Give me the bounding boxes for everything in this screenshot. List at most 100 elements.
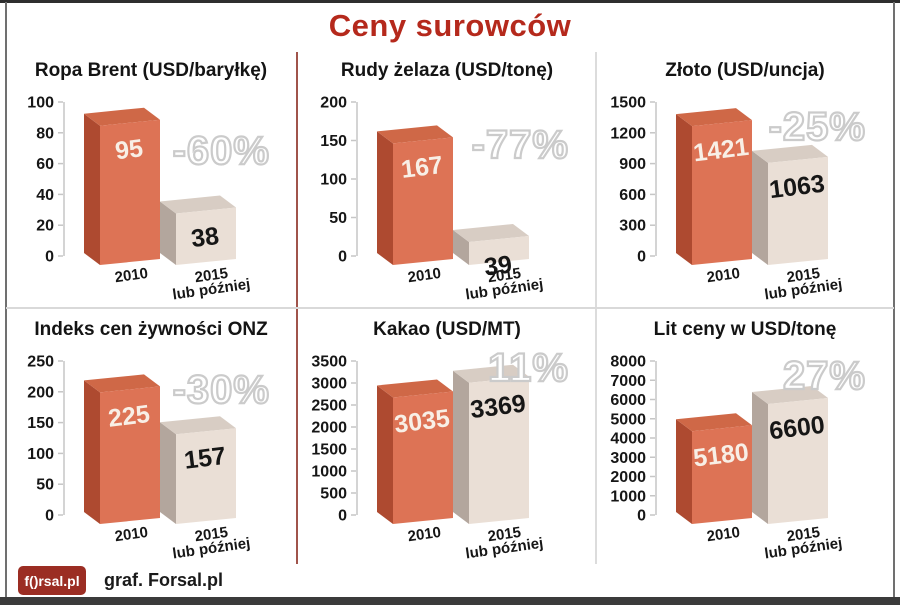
chart-ropa-brent: 0 20 40 60 80 100 95 38 2010 2015 lub później [14, 86, 296, 309]
bar-side-face [676, 114, 692, 266]
panel-ropa-brent: Ropa Brent (USD/baryłkę) 0 20 40 60 80 100 95 3… [6, 50, 296, 306]
left-border [5, 2, 7, 597]
graphic-credit: graf. Forsal.pl [104, 570, 224, 590]
change-percent: -77% [471, 122, 570, 168]
y-tick-label: 250 [27, 354, 54, 371]
bar-2010: 167 [377, 125, 453, 265]
y-tick-label: 2000 [311, 420, 347, 437]
y-tick-label: 3000 [311, 376, 347, 393]
y-tick-label: 200 [27, 384, 54, 401]
bar-front-face [692, 425, 752, 524]
x-category-label: 2015 [786, 265, 821, 286]
change-percent: -30% [172, 367, 271, 413]
bar-value-label: 167 [400, 151, 445, 184]
y-tick-label: 150 [27, 415, 54, 432]
change-percent: -25% [768, 104, 867, 150]
bar-value-label: 3369 [469, 390, 528, 425]
y-tick-label: 0 [45, 508, 54, 525]
y-tick-label: 40 [36, 187, 54, 204]
right-border [893, 2, 895, 597]
bar-side-face [453, 370, 469, 524]
forsal-logo-text: f()rsal.pl [24, 572, 80, 589]
bar-front-face [692, 120, 752, 265]
bar-value-label: 95 [114, 134, 145, 165]
bar-2010: 225 [84, 374, 160, 524]
change-percent-label: -25% [769, 105, 866, 149]
bar-side-face [377, 385, 393, 524]
bar-2010: 1421 [676, 108, 752, 266]
y-tick-label: 1200 [610, 125, 646, 142]
y-tick-label: 4000 [610, 431, 646, 448]
change-percent-label: -30% [173, 368, 270, 412]
panel-rudy-zelaza: Rudy żelaza (USD/tonę) 0 50 100 150 200 167 39… [299, 50, 595, 306]
bar-side-face [377, 131, 393, 265]
change-percent-label: 11% [488, 346, 569, 390]
bar-value-label: 3035 [393, 404, 452, 439]
bar-value-label: 1063 [768, 170, 827, 205]
y-tick-label: 50 [329, 210, 347, 227]
bar-2015: 39 [453, 223, 529, 282]
bar-side-face [752, 150, 768, 265]
bar-top-face [377, 379, 453, 398]
y-tick-label: 6000 [610, 392, 646, 409]
bar-side-face [453, 229, 469, 265]
y-tick-label: 1500 [311, 442, 347, 459]
panel-title: Złoto (USD/uncja) [665, 60, 825, 81]
y-tick-label: 60 [36, 156, 54, 173]
bar-front-face [100, 119, 160, 265]
bar-2010: 5180 [676, 413, 752, 524]
y-tick-label: 900 [619, 156, 646, 173]
bar-front-face [768, 156, 828, 265]
bar-value-label: 157 [183, 442, 228, 475]
chart-kakao: 0 500 1000 1500 2000 2500 3000 3500 3035 3369 2010… [307, 345, 595, 568]
bar-front-face [393, 137, 453, 265]
panel-title: Indeks cen żywności ONZ [34, 319, 268, 340]
x-category-label: 2010 [706, 265, 741, 286]
bar-chart: 0 500 1000 1500 2000 2500 3000 3500 3035 3369 2010… [311, 354, 544, 563]
change-percent-label: -77% [472, 123, 569, 167]
y-tick-label: 2000 [610, 469, 646, 486]
chart-zloto: 0 300 600 900 1200 1500 1421 1063 2010 2015 lub pó… [606, 86, 892, 309]
y-tick-label: 0 [637, 249, 646, 266]
y-tick-label: 7000 [610, 373, 646, 390]
bar-side-face [160, 201, 176, 265]
bar-value-label: 1421 [692, 133, 751, 168]
bar-top-face [84, 374, 160, 393]
page-title: Ceny surowców [328, 8, 572, 43]
panel-zloto: Złoto (USD/uncja) 0 300 600 900 1200 1500 1421… [598, 50, 892, 306]
panel-title: Kakao (USD/MT) [373, 319, 521, 340]
bar-side-face [160, 422, 176, 524]
bottom-border [0, 597, 900, 605]
y-tick-label: 1000 [311, 464, 347, 481]
x-category-label: 2010 [114, 265, 149, 286]
bar-front-face [768, 397, 828, 524]
panel-title: Rudy żelaza (USD/tonę) [340, 60, 554, 81]
forsal-logo: f()rsal.pl [18, 566, 86, 595]
chart-indeks-zywnosci: 0 50 100 150 200 250 225 157 2010 2015 lub później [14, 345, 296, 568]
bar-value-label: 39 [483, 250, 514, 281]
panel-title: Ropa Brent (USD/baryłkę) [34, 60, 268, 81]
bar-top-face [752, 144, 828, 163]
bar-value-label: 6600 [768, 411, 827, 446]
bar-2010: 95 [84, 107, 160, 265]
bar-2015: 6600 [752, 385, 828, 524]
bar-side-face [752, 391, 768, 524]
y-tick-label: 200 [320, 95, 347, 112]
bar-front-face [469, 376, 529, 524]
x-category-label: 2010 [114, 524, 149, 545]
bar-side-face [676, 419, 692, 524]
panel-indeks-zywnosci: Indeks cen żywności ONZ 0 50 100 150 200 250 2… [6, 309, 296, 565]
y-tick-label: 0 [338, 249, 347, 266]
bar-front-face [469, 235, 529, 265]
y-tick-label: 0 [637, 508, 646, 525]
bar-top-face [676, 413, 752, 432]
y-tick-label: 3500 [311, 354, 347, 371]
panel-lit: Lit ceny w USD/tonę 0 1000 2000 3000 4000 500… [598, 309, 892, 565]
y-tick-label: 50 [36, 477, 54, 494]
bar-2015: 1063 [752, 144, 828, 265]
change-percent-label: -60% [173, 129, 270, 173]
bar-top-face [453, 223, 529, 242]
